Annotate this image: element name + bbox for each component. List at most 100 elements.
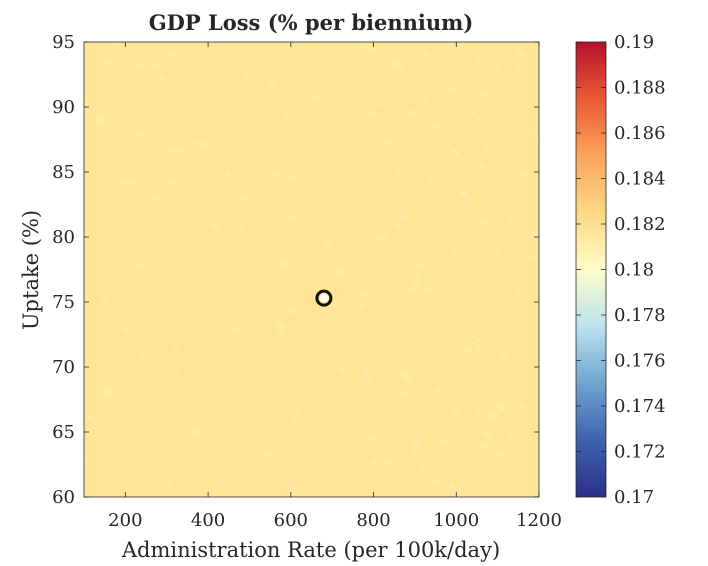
texture-speck [416, 261, 426, 268]
texture-speck [307, 53, 314, 60]
texture-speck [125, 421, 133, 428]
texture-speck [238, 224, 247, 231]
texture-speck [449, 147, 459, 155]
texture-speck [531, 132, 539, 139]
texture-speck [306, 95, 312, 100]
texture-speck [342, 407, 352, 415]
texture-speck [409, 287, 417, 294]
colorbar-tick-label: 0.188 [614, 78, 666, 99]
texture-speck [278, 259, 289, 268]
texture-speck [241, 195, 249, 202]
texture-speck [231, 280, 240, 288]
texture-speck [452, 408, 462, 416]
texture-speck [289, 416, 300, 425]
texture-speck [396, 447, 403, 454]
x-tick-label: 200 [108, 510, 142, 531]
texture-speck [158, 74, 166, 81]
texture-speck [445, 85, 456, 94]
texture-speck [425, 178, 435, 186]
texture-speck [414, 272, 423, 280]
texture-speck [134, 261, 141, 268]
texture-speck [366, 435, 377, 443]
texture-speck [165, 479, 174, 487]
colorbar-tick-label: 0.182 [614, 214, 666, 235]
texture-speck [84, 99, 89, 105]
texture-speck [448, 482, 455, 489]
texture-speck [527, 256, 535, 262]
texture-speck [243, 74, 251, 82]
texture-speck [479, 91, 487, 98]
marker-ring [315, 289, 333, 307]
texture-speck [460, 191, 471, 199]
texture-speck [288, 308, 296, 315]
texture-speck [150, 63, 159, 70]
texture-speck [389, 58, 399, 67]
y-axis-label: Uptake (%) [19, 210, 43, 330]
texture-speck [400, 390, 408, 396]
texture-speck [514, 72, 521, 78]
texture-speck [292, 406, 302, 414]
texture-speck [494, 64, 502, 70]
texture-speck [264, 168, 273, 174]
texture-speck [507, 219, 516, 226]
y-tick-label: 75 [52, 292, 75, 313]
y-axis: 60 65 70 75 80 85 90 95 [52, 32, 539, 508]
texture-speck [399, 372, 408, 379]
texture-speck [345, 472, 352, 478]
texture-speck [519, 170, 530, 178]
texture-speck [289, 214, 298, 222]
texture-speck [368, 273, 377, 281]
texture-speck [515, 65, 522, 71]
texture-speck [170, 52, 179, 59]
texture-speck [464, 348, 473, 355]
x-tick-label: 1200 [516, 510, 562, 531]
texture-speck [381, 85, 388, 91]
texture-speck [489, 412, 497, 420]
x-tick-label: 800 [356, 510, 390, 531]
colorbar-tick-label: 0.176 [614, 351, 666, 372]
texture-speck [533, 138, 539, 146]
colorbar-tick-label: 0.17 [614, 487, 654, 508]
y-tick-label: 70 [52, 357, 75, 378]
texture-speck [116, 224, 123, 230]
y-tick-label: 60 [52, 487, 75, 508]
texture-speck [269, 182, 275, 188]
texture-speck [394, 168, 403, 176]
texture-speck [475, 347, 484, 354]
texture-speck [453, 454, 464, 463]
texture-speck [430, 476, 440, 484]
texture-speck [481, 443, 492, 452]
texture-speck [201, 140, 209, 147]
texture-speck [428, 229, 436, 236]
texture-speck [483, 293, 492, 300]
texture-speck [152, 195, 161, 202]
chart-title: GDP Loss (% per biennium) [149, 10, 474, 35]
y-tick-label: 80 [52, 227, 75, 248]
texture-speck [475, 58, 485, 66]
texture-speck [432, 122, 442, 131]
texture-speck [482, 220, 489, 226]
texture-speck [275, 321, 286, 330]
colorbar-tick-label: 0.174 [614, 396, 666, 417]
texture-speck [265, 325, 271, 331]
x-tick-label: 600 [274, 510, 308, 531]
texture-speck [303, 433, 313, 440]
texture-speck [121, 327, 130, 334]
x-tick-label: 1000 [433, 510, 479, 531]
marker-center [319, 294, 328, 303]
texture-speck [381, 234, 388, 241]
texture-speck [118, 177, 127, 185]
texture-speck [94, 116, 104, 125]
texture-speck [427, 164, 434, 170]
texture-speck [332, 256, 343, 265]
colorbar-tick-label: 0.184 [614, 169, 666, 190]
texture-speck [225, 171, 232, 177]
texture-speck [471, 335, 482, 343]
texture-speck [511, 357, 519, 363]
texture-speck [117, 88, 124, 94]
texture-speck [356, 469, 363, 475]
colorbar-tick-label: 0.18 [614, 260, 654, 281]
texture-speck [459, 360, 469, 368]
texture-speck [366, 109, 377, 118]
texture-speck [347, 198, 355, 205]
